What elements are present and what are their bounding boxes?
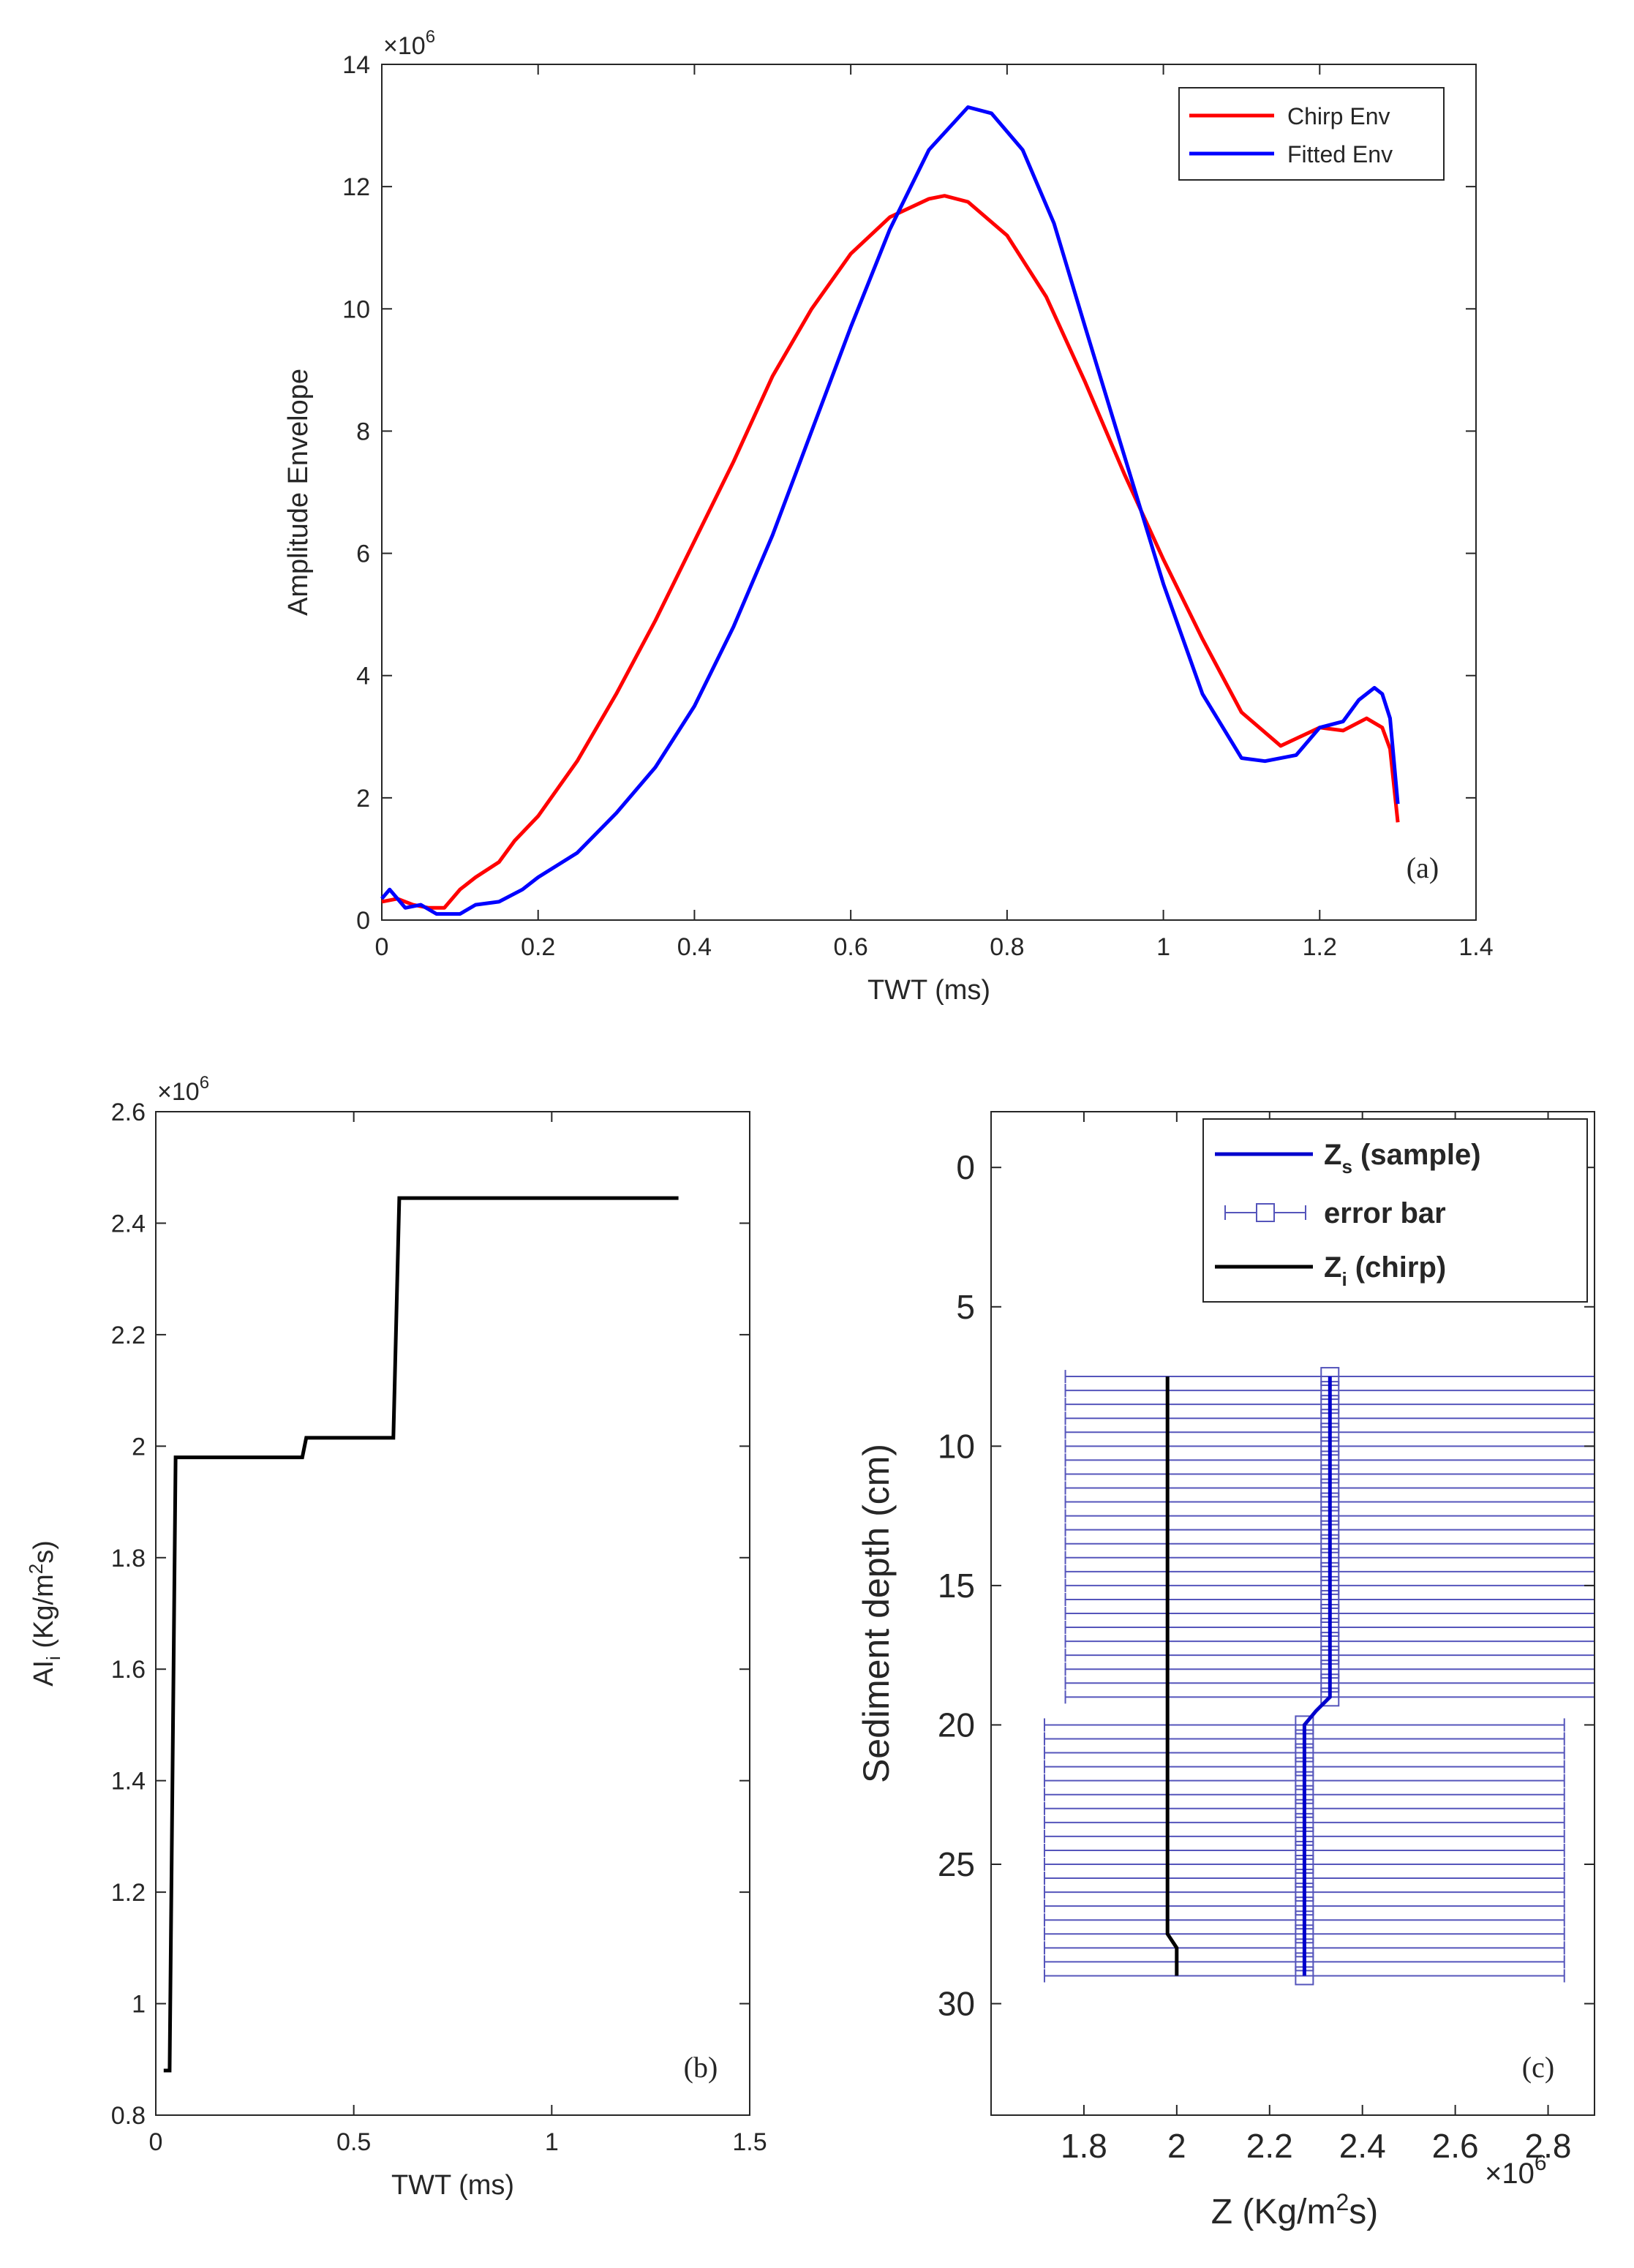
x-tick-label-a: 1 <box>1156 933 1170 961</box>
x-tick-label-a: 0.2 <box>521 933 555 961</box>
y-tick-label-c: 25 <box>938 1845 975 1883</box>
y-tick-label-b: 1 <box>132 1991 146 2019</box>
x-tick-label-c: 2.8 <box>1525 2127 1572 2165</box>
panel-label-c: (c) <box>1522 2051 1554 2084</box>
y-axis-label-c: Sediment depth (cm) <box>856 1444 897 1783</box>
x-exponent-power-c: 6 <box>1535 2151 1547 2175</box>
y-axis-label-sup-b: 2 <box>25 1564 47 1574</box>
x-tick-label-a: 1.4 <box>1458 933 1493 961</box>
legend-label-a: Fitted Env <box>1287 141 1393 167</box>
x-tick-label-b: 1.5 <box>732 2128 767 2156</box>
y-tick-label-c: 20 <box>938 1706 975 1744</box>
panel-b: 0 0.5 1 1.5 0.8 1 1.2 1.4 1.6 1.8 2 2.2 2.4 2.6 ×106 TW… <box>25 1073 767 2201</box>
y-tick-label-a: 2 <box>356 785 370 813</box>
legend-label-main-c: Z <box>1324 1251 1341 1284</box>
y-exponent-base-a: ×10 <box>383 32 426 60</box>
series-line-fitted-env <box>380 105 1400 916</box>
y-tick-label-b: 1.2 <box>111 1879 146 1907</box>
legend-label-c: Zs (sample) <box>1324 1139 1481 1178</box>
y-tick-label-a: 6 <box>356 540 370 568</box>
series-line-chirp-env <box>381 194 1400 910</box>
x-tick-label-a: 0 <box>375 933 389 961</box>
y-tick-label-b: 2.4 <box>111 1210 146 1237</box>
x-tick-label-c: 1.8 <box>1061 2127 1107 2165</box>
y-tick-label-c: 30 <box>938 1985 975 2023</box>
y-tick-label-b: 1.4 <box>111 1768 146 1796</box>
axes-frame-c <box>990 1111 1595 2116</box>
panel-label-a: (a) <box>1407 851 1439 884</box>
y-tick-label-b: 1.6 <box>111 1656 146 1684</box>
legend-label-c: error bar <box>1324 1197 1446 1229</box>
x-axis-label-b: TWT (ms) <box>391 2170 514 2201</box>
legend-label-c: Zi (chirp) <box>1324 1251 1446 1290</box>
x-exponent-c: ×106 <box>1485 2151 1547 2190</box>
legend-label-a: Chirp Env <box>1287 103 1390 129</box>
x-axis-label-end-c: s) <box>1349 2193 1378 2231</box>
legend-label-rest-c: (sample) <box>1352 1139 1481 1171</box>
legend-label-main-c: error bar <box>1324 1197 1446 1229</box>
y-tick-label-b: 1.8 <box>111 1545 146 1572</box>
legend-a <box>1178 87 1445 181</box>
y-exponent-b: ×106 <box>157 1073 209 1106</box>
x-tick-label-c: 2 <box>1167 2127 1186 2165</box>
x-axis-label-a: TWT (ms) <box>867 975 990 1006</box>
y-tick-label-b: 2 <box>132 1433 146 1461</box>
y-tick-label-a: 10 <box>342 295 370 323</box>
x-tick-label-b: 0.5 <box>336 2128 371 2156</box>
y-tick-label-a: 12 <box>342 173 370 201</box>
legend-label-sub-c: s <box>1341 1156 1352 1178</box>
axes-box-a <box>381 64 1477 921</box>
y-axis-label-a: Amplitude Envelope <box>283 369 314 616</box>
x-tick-label-c: 2.2 <box>1246 2127 1293 2165</box>
x-axis-label-main-c: Z (Kg/m <box>1211 2193 1336 2231</box>
x-tick-label-c: 2.4 <box>1339 2127 1386 2165</box>
y-tick-label-c: 0 <box>956 1148 975 1186</box>
legend-label-rest-c: (chirp) <box>1347 1251 1447 1284</box>
y-axis-label-main-b: AI <box>29 1660 59 1687</box>
y-tick-label-b: 2.6 <box>111 1099 146 1126</box>
y-exponent-base-b: ×10 <box>157 1078 200 1106</box>
y-tick-label-c: 15 <box>938 1567 975 1605</box>
x-tick-label-a: 1.2 <box>1303 933 1337 961</box>
y-axis-label-sub-b: i <box>42 1656 64 1660</box>
y-tick-label-a: 8 <box>356 418 370 445</box>
x-tick-label-a: 0.6 <box>834 933 868 961</box>
y-axis-label-end-b: s) <box>29 1540 59 1564</box>
x-exponent-base-c: ×10 <box>1485 2158 1535 2190</box>
y-axis-label-rest-b: (Kg/m <box>29 1574 59 1656</box>
panel-label-b: (b) <box>684 2051 718 2084</box>
legend-swatch-error-marker <box>1256 1203 1275 1222</box>
legend-label-main-c: Z <box>1324 1139 1341 1171</box>
y-tick-label-b: 2.2 <box>111 1322 146 1349</box>
y-tick-label-c: 5 <box>956 1288 975 1326</box>
y-exponent-power-a: 6 <box>426 27 435 47</box>
axes-box-b <box>155 1111 750 2116</box>
y-tick-label-a: 14 <box>342 51 370 79</box>
y-exponent-a: ×106 <box>383 27 435 60</box>
y-tick-label-a: 4 <box>356 663 370 690</box>
y-tick-label-a: 0 <box>356 907 370 935</box>
series-line-zs-sample <box>1302 1376 1332 1976</box>
x-tick-label-a: 0.8 <box>990 933 1024 961</box>
y-exponent-power-b: 6 <box>200 1073 209 1093</box>
y-axis-label-b: AIi (Kg/m2s) <box>25 1540 64 1687</box>
series-line-ai <box>163 1196 679 2073</box>
x-tick-label-c: 2.6 <box>1432 2127 1479 2165</box>
x-tick-label-a: 0.4 <box>677 933 712 961</box>
y-tick-label-c: 10 <box>938 1427 975 1465</box>
series-line-zi-chirp <box>1165 1376 1179 1976</box>
x-axis-label-sup-c: 2 <box>1336 2189 1349 2215</box>
legend-label-sub-c: i <box>1341 1268 1347 1290</box>
x-tick-label-b: 0 <box>149 2128 163 2156</box>
x-axis-label-c: Z (Kg/m2s) <box>1211 2189 1378 2231</box>
y-tick-label-b: 0.8 <box>111 2102 146 2130</box>
x-tick-label-b: 1 <box>545 2128 559 2156</box>
